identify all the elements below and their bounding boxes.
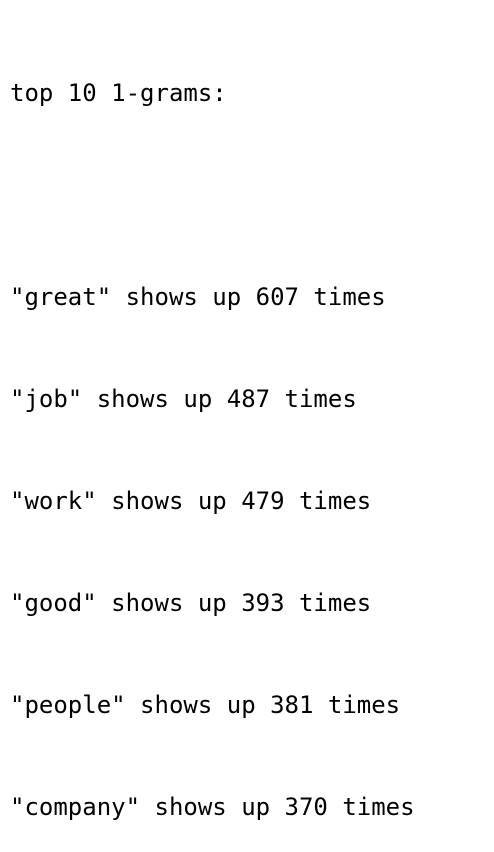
output-line-1: "great" shows up 607 times — [10, 283, 386, 311]
output-line-5: "people" shows up 381 times — [10, 691, 401, 719]
output-line-4: "good" shows up 393 times — [10, 589, 372, 617]
output-line-6: "company" shows up 370 times — [10, 793, 415, 821]
output-line-3: "work" shows up 479 times — [10, 487, 372, 515]
output-line-2: "job" shows up 487 times — [10, 385, 357, 413]
terminal-output: top 10 1-grams: "great" shows up 607 tim… — [10, 8, 490, 852]
blank-line — [10, 178, 490, 212]
output-header: top 10 1-grams: — [10, 79, 227, 107]
